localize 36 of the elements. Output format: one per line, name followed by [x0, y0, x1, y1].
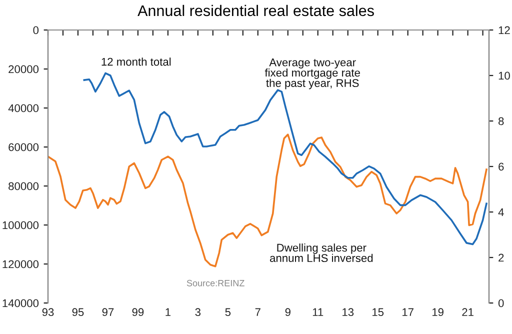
x-tick-label: 21 [462, 308, 474, 316]
y2-tick-label: 10 [498, 72, 510, 80]
y2-tick-label: 2 [498, 254, 504, 262]
y-tick-label: 80000 [8, 182, 39, 190]
x-tick-label: 7 [255, 308, 260, 316]
x-tick-label: 19 [432, 308, 444, 316]
y-tick-label: 120000 [2, 260, 39, 268]
annotation: 12 month total [102, 58, 171, 66]
x-tick-label: 3 [195, 308, 201, 316]
y2-tick-label: 6 [498, 162, 504, 171]
x-tick-label: 13 [342, 308, 354, 316]
x-tick-label: 15 [372, 308, 384, 316]
x-tick-label: 99 [132, 308, 144, 316]
y-tick-label: 40000 [8, 104, 39, 112]
y-tick-label: 100000 [2, 221, 39, 230]
x-tick-label: 17 [402, 308, 414, 316]
y-tick-label: 0 [33, 26, 39, 34]
annotation: Source:REINZ [186, 280, 244, 286]
x-tick-label: 93 [42, 308, 54, 316]
x-tick-label: 1 [166, 308, 170, 316]
y2-tick-label: 0 [498, 299, 504, 308]
line-series [48, 134, 488, 268]
x-tick-label: 95 [72, 308, 84, 316]
x-tick-label: 5 [225, 308, 231, 316]
x-tick-label: 11 [312, 308, 324, 316]
y-tick-label: 20000 [8, 65, 39, 74]
annotation: Dwelling sales per annum LHS inversed [270, 244, 373, 262]
y-tick-label: 140000 [2, 299, 39, 308]
x-tick-label: 97 [102, 308, 114, 316]
y2-tick-label: 8 [498, 117, 504, 126]
x-tick-label: 9 [285, 308, 290, 316]
annotation: Average two-year fixed mortgage rate the past year, RHS [264, 58, 360, 90]
y2-tick-label: 12 [498, 26, 510, 34]
y2-tick-label: 4 [498, 208, 504, 216]
y-tick-label: 60000 [8, 143, 39, 152]
chart-title: Annual residential real estate sales [138, 4, 374, 16]
